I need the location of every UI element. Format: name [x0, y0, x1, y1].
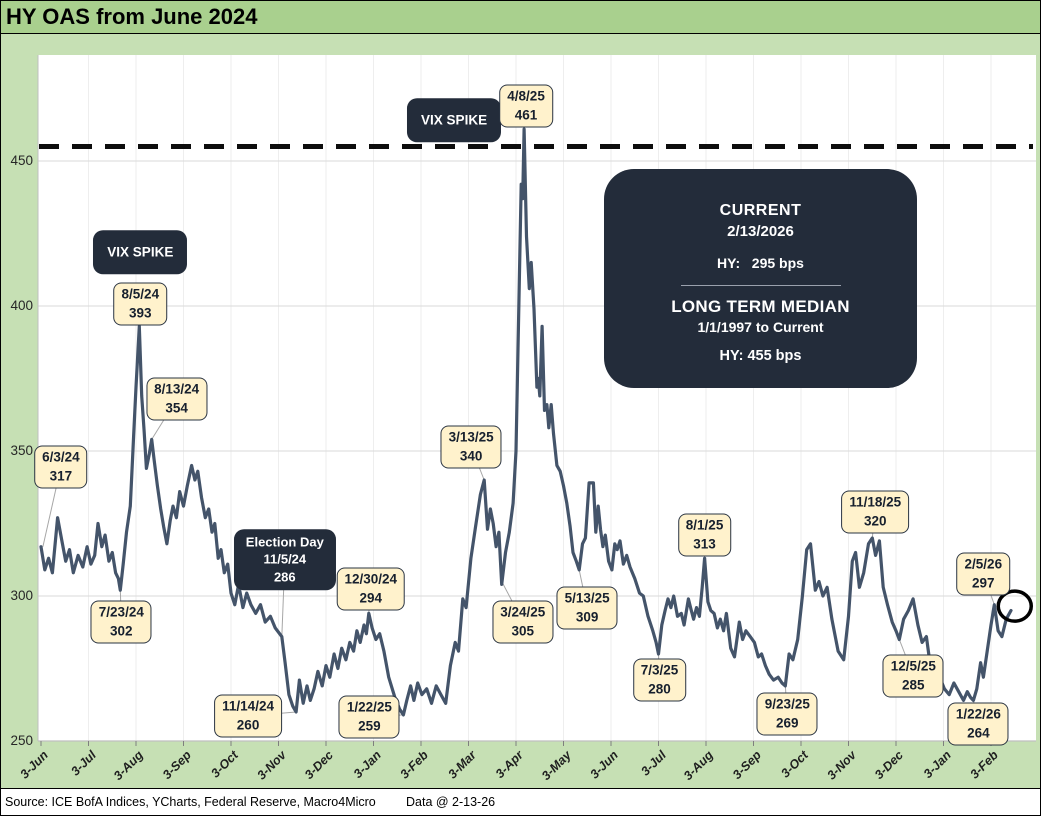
y-axis-label: 250 [10, 733, 33, 748]
callout-line: 294 [359, 590, 383, 606]
callout-line: 6/3/24 [42, 449, 80, 465]
callout-line: 317 [49, 468, 73, 484]
callout-line: Election Day [245, 533, 324, 549]
data-point-callout: 7/3/25 280 [632, 658, 687, 702]
data-point-callout: 11/18/25 320 [841, 490, 910, 534]
data-point-callout: 12/5/25 285 [882, 654, 944, 697]
source-bar: Source: ICE BofA Indices, YCharts, Feder… [1, 788, 1040, 815]
data-point-callout: 1/22/26 264 [947, 702, 1009, 746]
median-title: LONG TERM MEDIAN [671, 297, 850, 316]
callout-line: 393 [129, 305, 152, 321]
data-point-callout: 8/13/24 354 [146, 377, 208, 421]
callout-line: 286 [273, 568, 296, 584]
current-point-circle [996, 589, 1033, 623]
callout-line: 8/5/24 [121, 286, 160, 302]
callout-line: VIX SPIKE [107, 244, 174, 260]
data-point-callout: 2/5/26 297 [956, 552, 1011, 596]
callout-line: 309 [575, 609, 599, 625]
median-range: 1/1/1997 to Current [697, 319, 824, 335]
callout-line: 340 [459, 448, 483, 464]
data-point-callout: 3/24/25 305 [492, 600, 554, 643]
callout-line: 259 [358, 718, 381, 734]
event-label-box: VIX SPIKE [93, 230, 188, 275]
data-point-callout: 5/13/25 309 [556, 586, 618, 630]
hy-oas-line [39, 127, 1013, 717]
data-point-callout: 4/8/25 461 [499, 84, 553, 128]
current-hy-value: HY: 295 bps [717, 255, 804, 271]
callout-line: VIX SPIKE [421, 112, 488, 128]
y-axis-label: 400 [10, 298, 33, 313]
callout-line: 297 [972, 575, 995, 591]
data-point-callout: 3/13/25 340 [440, 425, 502, 469]
y-axis-label: 300 [10, 588, 33, 603]
event-label-box: VIX SPIKE [407, 98, 502, 142]
chart-title-bar: HY OAS from June 2024 [1, 1, 1040, 34]
callout-line: 12/30/24 [344, 571, 398, 587]
y-axis-label: 450 [10, 153, 33, 168]
data-point-callout: 8/1/25 313 [677, 513, 732, 557]
callout-line: 5/13/25 [564, 590, 610, 606]
data-point-callout: 11/14/24 260 [214, 694, 282, 738]
callout-line: 11/5/24 [263, 551, 307, 567]
current-title: CURRENT [719, 202, 802, 219]
callout-line: 1/22/26 [955, 706, 1001, 722]
chart-title: HY OAS from June 2024 [6, 4, 258, 29]
callout-line: 8/13/24 [154, 381, 200, 397]
callout-line: 3/24/25 [500, 604, 546, 619]
callout-line: 1/22/25 [346, 699, 392, 715]
callout-line: 12/5/25 [890, 658, 936, 673]
data-point-callout: 9/23/25 269 [756, 692, 818, 736]
callout-line: 11/14/24 [222, 698, 274, 714]
callout-line: 302 [110, 623, 133, 639]
callout-line: 285 [902, 677, 925, 692]
callout-line: 260 [236, 717, 260, 733]
callout-line: 8/1/25 [685, 517, 724, 533]
callout-line: 320 [863, 513, 887, 529]
callout-line: 9/23/25 [764, 696, 810, 712]
current-date: 2/13/2026 [727, 223, 794, 240]
summary-info-box: CURRENT 2/13/2026 HY: 295 bps LONG TERM … [604, 169, 917, 388]
data-asof-text: Data @ 2-13-26 [406, 795, 496, 809]
callout-line: 354 [165, 400, 188, 416]
callout-line: 4/8/25 [507, 88, 545, 104]
data-point-callout: 1/22/25 259 [338, 695, 400, 739]
data-point-callout: 6/3/24 317 [34, 445, 88, 489]
callout-line: 264 [967, 725, 990, 741]
callout-line: 313 [693, 536, 716, 552]
source-text: Source: ICE BofA Indices, YCharts, Feder… [5, 795, 376, 809]
data-point-callout: 12/30/24 294 [336, 567, 406, 611]
callout-line: 7/23/24 [98, 604, 144, 620]
callout-line: 11/18/25 [849, 494, 902, 510]
callout-line: 305 [511, 623, 535, 638]
y-axis-label: 350 [10, 443, 33, 458]
callout-line: 3/13/25 [448, 429, 494, 445]
event-label-box: Election Day 11/5/24 286 [233, 528, 336, 591]
data-point-callout: 7/23/24 302 [90, 600, 152, 644]
callout-line: 2/5/26 [964, 556, 1003, 572]
callout-line: 461 [514, 107, 538, 123]
callout-line: 7/3/25 [640, 662, 679, 678]
data-point-callout: 8/5/24 393 [113, 282, 168, 326]
median-hy-value: HY: 455 bps [719, 348, 802, 364]
info-box-divider [680, 285, 841, 286]
callout-line: 269 [776, 715, 799, 731]
callout-line: 280 [648, 681, 671, 697]
